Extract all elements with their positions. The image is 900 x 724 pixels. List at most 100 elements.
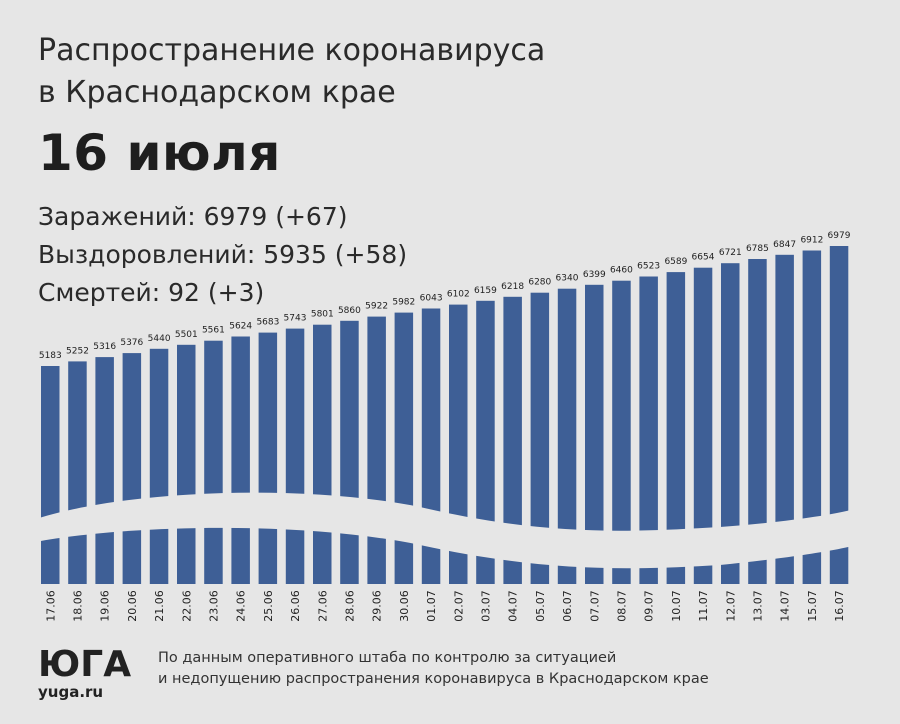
deaths-stat: Смертей: 92 (+3) (38, 278, 265, 307)
bar-value-label: 5440 (148, 334, 171, 344)
report-date: 16 июля (38, 124, 281, 182)
bar (95, 357, 114, 584)
x-tick-label: 29.06 (371, 590, 384, 622)
x-tick-label: 25.06 (262, 590, 275, 622)
logo-text: ЮГА (38, 644, 131, 682)
bar-value-label: 6654 (692, 253, 715, 263)
bar-value-label: 6159 (474, 286, 497, 296)
bar (639, 276, 658, 584)
bar (231, 336, 250, 584)
bar (258, 332, 278, 584)
recoveries-stat: Выздоровлений: 5935 (+58) (38, 240, 408, 269)
bar (449, 304, 468, 584)
x-tick-label: 17.06 (44, 590, 57, 622)
x-tick-label: 24.06 (235, 590, 248, 622)
site-name: yuga.ru (38, 683, 104, 701)
x-tick-label: 09.07 (643, 590, 656, 622)
bar (802, 250, 822, 584)
x-tick-label: 20.06 (126, 590, 139, 622)
bar-value-label: 5501 (175, 330, 198, 340)
x-tick-label: 23.06 (207, 590, 220, 622)
bar-value-label: 6399 (583, 270, 606, 280)
bar-value-label: 5624 (229, 322, 252, 332)
x-tick-label: 15.07 (806, 590, 819, 622)
x-tick-label: 03.07 (479, 590, 492, 622)
source-line-2: и недопущению распространения коронавиру… (158, 671, 709, 687)
bar-value-label: 5376 (120, 338, 143, 348)
bar (503, 296, 522, 584)
x-tick-label: 26.06 (289, 590, 302, 622)
bar-value-label: 5561 (202, 326, 225, 336)
bar (666, 272, 686, 584)
bar (612, 280, 631, 584)
bar (340, 320, 359, 584)
x-tick-label: 05.07 (534, 590, 547, 622)
bar-value-label: 6280 (528, 278, 551, 288)
bar-value-label: 5922 (365, 302, 388, 312)
bar-value-label: 6785 (746, 244, 769, 254)
bar-value-label: 5801 (311, 310, 334, 320)
x-tick-label: 22.06 (180, 590, 193, 622)
x-tick-label: 10.07 (670, 590, 683, 622)
bar-value-label: 5316 (93, 342, 116, 352)
bar-value-label: 6102 (447, 290, 470, 300)
bar-chart: 5183 5252 5316 5376 5440 5501 5561 5624 5683 5743… (30, 231, 870, 622)
x-tick-label: 14.07 (779, 590, 792, 622)
title-line-2: в Краснодарском крае (38, 75, 396, 110)
x-tick-label: 21.06 (153, 590, 166, 622)
bar (68, 361, 87, 584)
bar (557, 288, 577, 584)
x-tick-label: 02.07 (452, 590, 465, 622)
bar (177, 344, 196, 584)
x-tick-label: 18.06 (72, 590, 85, 622)
bar-value-label: 5683 (256, 318, 279, 328)
x-tick-label: 13.07 (751, 590, 764, 622)
bar-value-label: 5860 (338, 306, 361, 316)
bar (476, 300, 495, 584)
title-line-1: Распространение коронавируса (38, 33, 546, 68)
bar-value-label: 6043 (420, 294, 443, 304)
bar-value-label: 6721 (719, 248, 742, 258)
bar (367, 316, 386, 584)
source-line-1: По данным оперативного штаба по контролю… (158, 650, 617, 666)
bar (204, 340, 223, 584)
x-tick-label: 06.07 (561, 590, 574, 622)
bar-value-label: 6847 (773, 240, 796, 250)
chart-title: Распространение коронавируса в Краснодар… (38, 30, 758, 114)
bar-value-label: 6523 (637, 262, 660, 272)
bar-value-label: 6589 (664, 257, 687, 267)
bar (721, 263, 740, 584)
bar (149, 348, 169, 584)
stats-block: Заражений: 6979 (+67) Выздоровлений: 593… (38, 198, 407, 312)
bar-value-label: 5743 (284, 314, 307, 324)
decorative-wave (30, 492, 870, 569)
x-tick-label: 07.07 (588, 590, 601, 622)
x-tick-label: 01.07 (425, 590, 438, 622)
bar (394, 312, 414, 584)
x-tick-label: 28.06 (343, 590, 356, 622)
bar (693, 267, 713, 584)
bar (585, 284, 604, 584)
bar (829, 246, 849, 584)
bar (122, 353, 142, 584)
bar-value-label: 6912 (800, 236, 823, 246)
bar-value-label: 6218 (501, 282, 524, 292)
bar (775, 254, 794, 585)
x-tick-label: 19.06 (99, 590, 112, 622)
x-tick-label: 16.07 (833, 590, 846, 622)
x-tick-label: 08.07 (615, 590, 628, 622)
bar (285, 328, 305, 584)
bar-value-label: 5183 (39, 351, 62, 361)
bar-value-label: 5252 (66, 346, 89, 356)
x-tick-label: 11.07 (697, 590, 710, 622)
bar-value-label: 6340 (556, 274, 579, 284)
x-tick-label: 04.07 (507, 590, 520, 622)
x-tick-label: 27.06 (316, 590, 329, 622)
bar-value-label: 6460 (610, 266, 633, 276)
x-tick-label: 12.07 (724, 590, 737, 622)
bar (41, 366, 60, 584)
bar-value-label: 6979 (828, 231, 851, 241)
x-tick-labels: 17.06 18.06 19.06 20.06 21.06 22.06 23.06 24.06… (44, 590, 846, 622)
infections-stat: Заражений: 6979 (+67) (38, 202, 348, 231)
source-note: По данным оперативного штаба по контролю… (158, 648, 709, 690)
